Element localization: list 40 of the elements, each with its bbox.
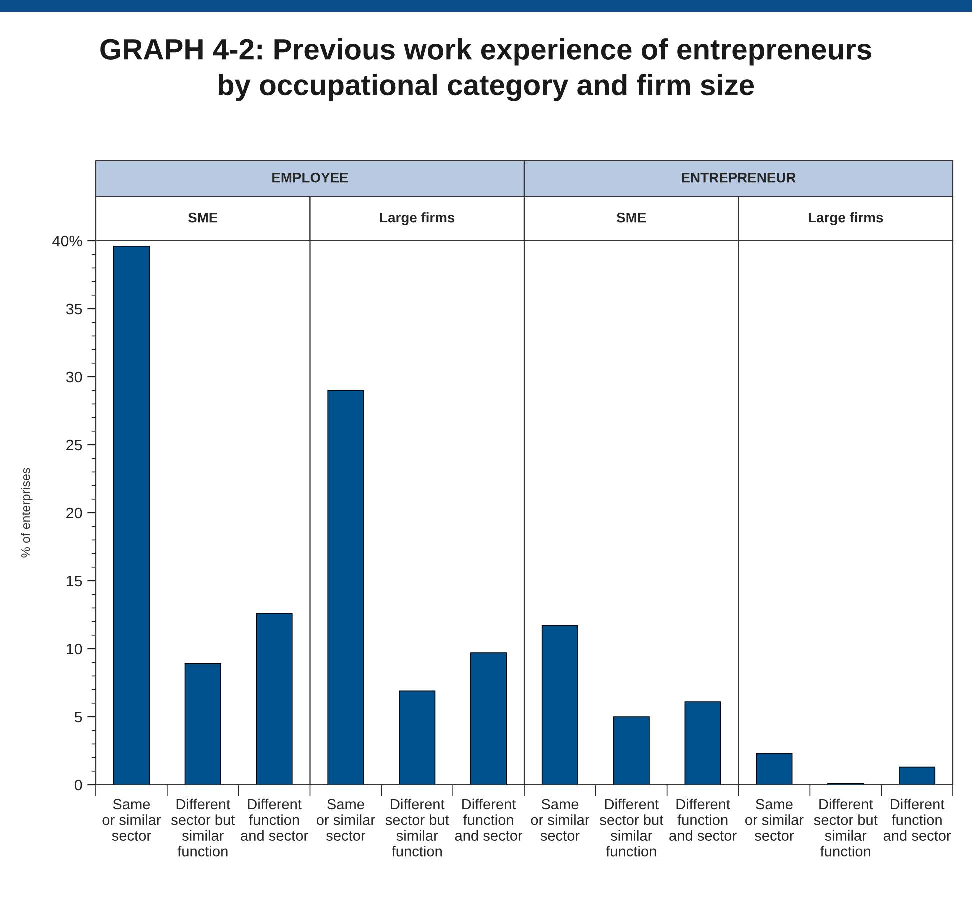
- x-tick-label: Different sector but similar function: [172, 798, 236, 857]
- text: Large firms: [380, 212, 455, 226]
- y-tick-label: 15: [66, 576, 82, 587]
- bar: [756, 753, 793, 785]
- x-tick-label: Different sector but similar function: [600, 798, 664, 857]
- bar: [399, 690, 436, 785]
- text: EMPLOYEE: [272, 172, 348, 183]
- bar: [542, 625, 578, 785]
- y-tick-label: 10: [66, 644, 82, 655]
- y-tick-label: 0: [74, 780, 82, 791]
- x-tick-label: Different function and sector: [241, 798, 308, 842]
- y-tick-label: 20: [66, 508, 82, 519]
- y-tick-label: 25: [66, 440, 82, 451]
- bar: [470, 652, 508, 785]
- x-tick-label: Same or similar sector: [531, 799, 590, 842]
- x-tick-label: Different function and sector: [884, 798, 952, 842]
- y-tick-label: 40%: [52, 236, 82, 247]
- x-tick-label: Different function and sector: [455, 798, 523, 842]
- text: Large firms: [808, 212, 884, 226]
- x-tick-label: Same or similar sector: [102, 799, 162, 842]
- bar: [328, 390, 364, 785]
- text: SME: [188, 212, 218, 223]
- bar: [684, 702, 722, 785]
- x-tick-label: Same or similar sector: [746, 799, 804, 842]
- x-tick-label: Same or similar sector: [317, 799, 376, 842]
- y-tick-label: 5: [74, 712, 82, 723]
- bar: [613, 716, 650, 785]
- bar: [256, 613, 293, 785]
- y-axis-title: % of enterprises: [21, 468, 33, 558]
- text: SME: [616, 212, 646, 223]
- x-tick-label: Different function and sector: [670, 798, 737, 842]
- y-tick-label: 35: [66, 304, 82, 315]
- text: ENTREPRENEUR: [682, 173, 796, 183]
- bar: [113, 246, 150, 785]
- x-tick-label: Different sector but similar function: [814, 798, 878, 857]
- bar: [184, 664, 222, 785]
- chart-title: GRAPH 4-2: Previous work experience of entrepreneurs by occupational category and firm size: [100, 38, 872, 102]
- bar: [899, 766, 936, 785]
- y-tick-label: 30: [66, 372, 82, 383]
- x-tick-label: Different sector but similar function: [386, 798, 450, 857]
